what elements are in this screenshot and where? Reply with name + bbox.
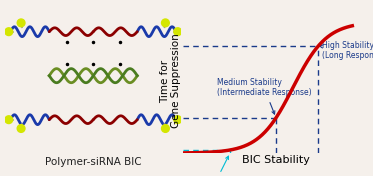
Y-axis label: Time for
Gene Suppression: Time for Gene Suppression — [160, 34, 181, 128]
Circle shape — [5, 116, 13, 124]
Text: Low Stability
(Faster Response): Low Stability (Faster Response) — [179, 156, 247, 176]
Circle shape — [162, 125, 169, 132]
Circle shape — [174, 116, 182, 124]
Circle shape — [17, 125, 25, 132]
Circle shape — [17, 19, 25, 27]
Text: High Stability
(Long Response): High Stability (Long Response) — [319, 41, 373, 61]
Text: Medium Stability
(Intermediate Response): Medium Stability (Intermediate Response) — [217, 78, 311, 114]
Circle shape — [162, 19, 169, 27]
Circle shape — [174, 28, 182, 36]
Circle shape — [5, 28, 13, 36]
X-axis label: BIC Stability: BIC Stability — [242, 155, 310, 165]
Text: Polymer-siRNA BIC: Polymer-siRNA BIC — [45, 157, 142, 167]
